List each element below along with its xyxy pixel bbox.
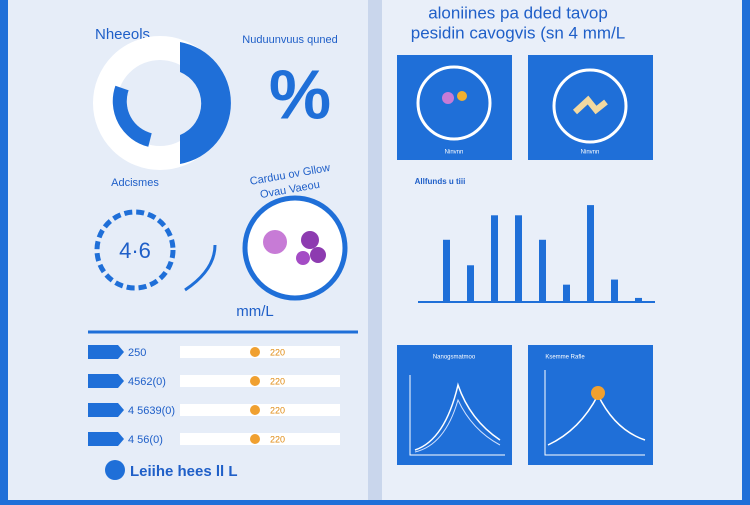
molecule xyxy=(263,230,287,254)
panel-ring xyxy=(552,68,628,144)
molecule xyxy=(296,251,310,265)
row-tab xyxy=(88,432,124,446)
line-panel xyxy=(397,345,512,465)
unit: mm/L xyxy=(236,303,274,320)
icon-panel xyxy=(397,55,512,160)
axes xyxy=(409,375,505,456)
molecule-circle xyxy=(242,195,348,301)
bar xyxy=(491,215,498,302)
panel-dot xyxy=(442,92,454,104)
chart-title: Allfunds u tiii xyxy=(415,177,466,186)
rows: 250 220 4562(0) 220 4 5639(0) 220 4 56(0) 220 xyxy=(88,345,340,446)
subheading: Nuduunvuus quned xyxy=(242,34,337,46)
curve xyxy=(414,398,501,453)
panel-caption: Ninvnn xyxy=(445,150,464,156)
line-panel-title: Ksemme Rafle xyxy=(545,355,585,361)
title: pesidin cavogvis (sn 4 mm/L xyxy=(411,23,625,42)
heading: Nheeols xyxy=(95,26,150,43)
row-label: 4562(0) xyxy=(128,376,166,388)
row-note: 220 xyxy=(270,405,285,415)
line-panel-title: Nanogsmatmoo xyxy=(433,355,476,361)
bar xyxy=(635,297,642,302)
molecule xyxy=(310,247,326,263)
bars xyxy=(443,205,642,302)
molecule xyxy=(301,231,319,249)
bar xyxy=(515,215,522,302)
title: aloniines pa dded tavop xyxy=(428,3,608,22)
row-label: 4 56(0) xyxy=(128,434,163,446)
row-dot xyxy=(250,434,260,444)
row-tab xyxy=(88,403,124,417)
row-tab xyxy=(88,374,124,388)
bar xyxy=(539,239,546,302)
bar xyxy=(443,239,450,302)
line-panel xyxy=(528,345,653,465)
peak-dot xyxy=(591,386,605,400)
footer: Leiihe hees ll L xyxy=(130,463,238,480)
arrow xyxy=(184,244,217,292)
bar xyxy=(587,205,594,302)
donut-arc xyxy=(180,42,231,164)
big-symbol: % xyxy=(269,55,331,133)
gauge-value: 4·6 xyxy=(119,238,151,263)
row-dot xyxy=(250,347,260,357)
panel-icon xyxy=(572,95,608,115)
bar xyxy=(611,279,618,302)
footer-icon xyxy=(105,460,125,480)
row-label: 250 xyxy=(128,347,146,359)
gauge-label: Adcismes xyxy=(111,177,159,189)
row-note: 220 xyxy=(270,434,285,444)
panel-ring xyxy=(416,65,492,141)
row-label: 4 5639(0) xyxy=(128,405,175,417)
row-dot xyxy=(250,376,260,386)
panel-caption: Ninvnn xyxy=(581,150,600,156)
panel-dot xyxy=(457,91,467,101)
curve xyxy=(414,382,501,451)
row-note: 220 xyxy=(270,376,285,386)
axes xyxy=(544,370,645,456)
bar xyxy=(563,284,570,302)
row-dot xyxy=(250,405,260,415)
spine xyxy=(368,0,382,500)
bar xyxy=(467,265,474,302)
gauge-ring xyxy=(94,209,176,291)
row-tab xyxy=(88,345,124,359)
donut-small-arc xyxy=(112,85,153,147)
row-note: 220 xyxy=(270,347,285,357)
